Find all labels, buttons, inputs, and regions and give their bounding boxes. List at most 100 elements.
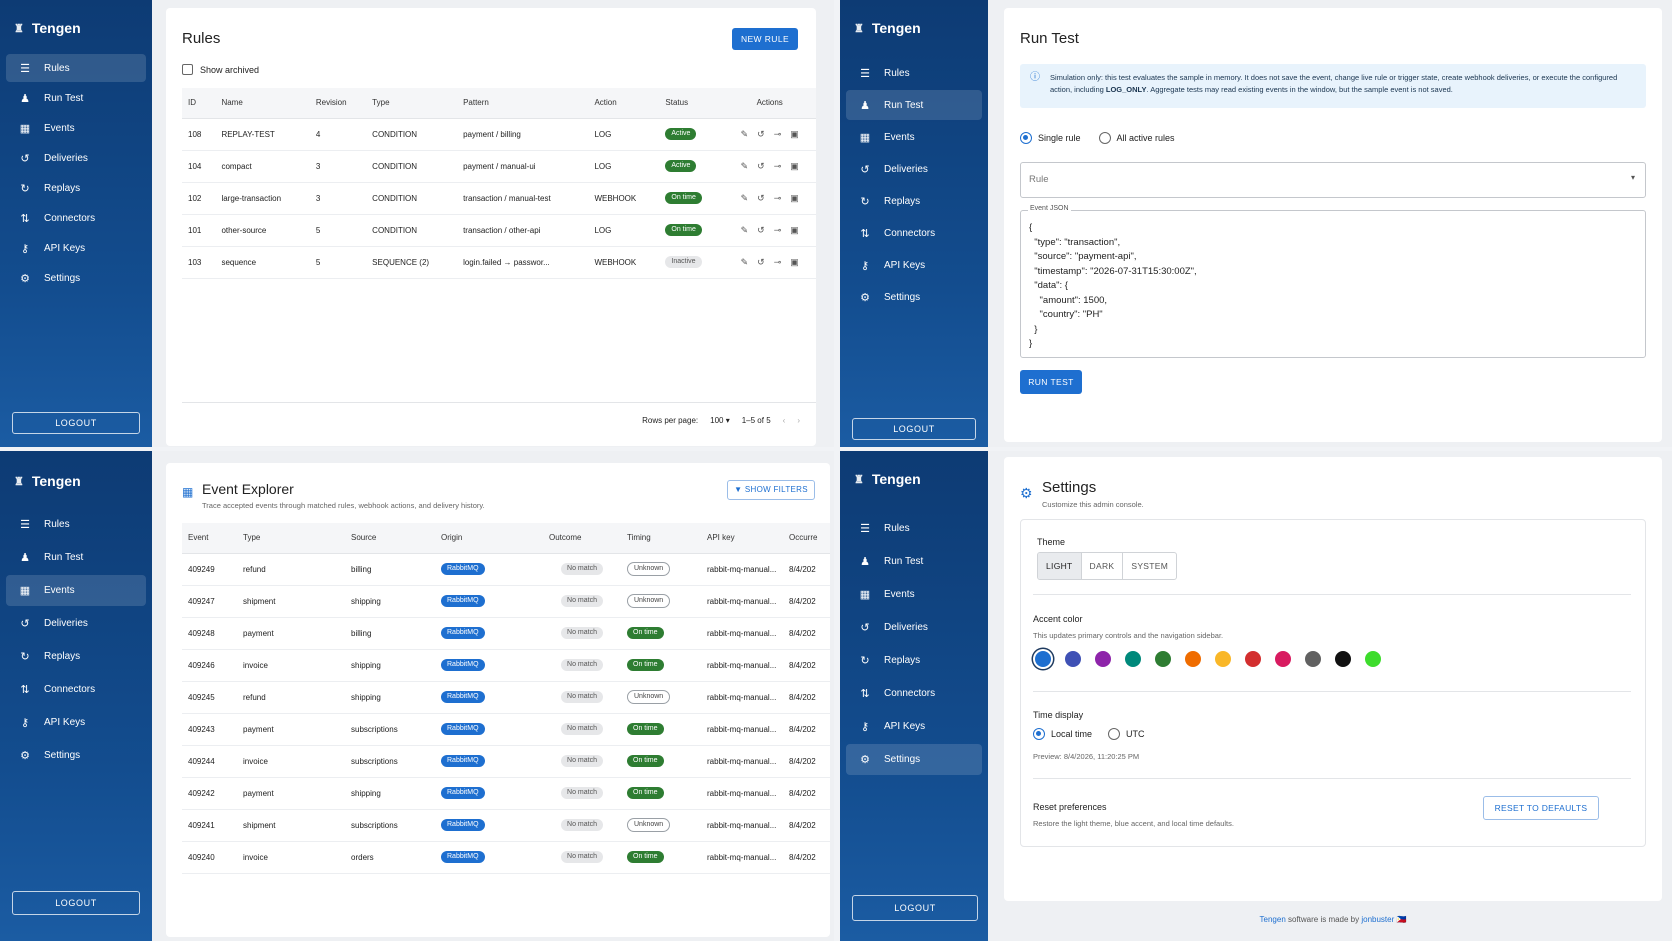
single-rule-radio[interactable] <box>1020 132 1032 144</box>
sidebar-item-deliveries[interactable]: ↺ Deliveries <box>6 608 146 639</box>
toggle-icon[interactable]: ⊸ <box>773 160 782 171</box>
sidebar-item-rules[interactable]: ☰ Rules <box>846 513 982 544</box>
show-archived-toggle[interactable]: Show archived <box>182 64 259 75</box>
sidebar-item-deliveries[interactable]: ↺ Deliveries <box>846 154 982 184</box>
table-row[interactable]: 409240 invoice orders RabbitMQ No match On ti… <box>182 841 830 874</box>
sidebar-item-events[interactable]: ▦ Events <box>859 131 915 144</box>
sidebar-item-run-test[interactable]: ♟ Run Test <box>846 546 982 577</box>
accent-swatch[interactable] <box>1185 650 1201 667</box>
edit-icon[interactable]: ✎ <box>740 128 749 139</box>
history-icon[interactable]: ↺ <box>757 192 765 203</box>
edit-icon[interactable]: ✎ <box>740 256 749 267</box>
brand[interactable]: ♜ Tengen <box>854 471 921 487</box>
table-row[interactable]: 108 REPLAY-TEST 4 CONDITION payment / billin… <box>182 118 816 151</box>
sidebar-item-deliveries[interactable]: ↺ Deliveries <box>6 144 146 172</box>
brand[interactable]: ♜ Tengen <box>14 473 81 489</box>
brand[interactable]: ♜ Tengen <box>14 20 81 36</box>
sidebar-item-replays[interactable]: ↻ Replays <box>846 186 982 216</box>
history-icon[interactable]: ↺ <box>757 224 765 235</box>
accent-swatch[interactable] <box>1365 650 1381 667</box>
sidebar-item-events[interactable]: ▦ Events <box>6 575 146 606</box>
sidebar-item-api-keys[interactable]: ⚷ API Keys <box>846 250 982 280</box>
table-row[interactable]: 409243 payment subscriptions RabbitMQ No mat… <box>182 713 830 746</box>
table-row[interactable]: 102 large-transaction 3 CONDITION transactio… <box>182 182 816 215</box>
toggle-icon[interactable]: ⊸ <box>773 224 782 235</box>
toggle-icon[interactable]: ⊸ <box>773 256 782 267</box>
sidebar-item-run-test[interactable]: ♟ Run Test <box>846 90 982 120</box>
sidebar-item-run-test[interactable]: ♟ Run Test <box>6 84 146 112</box>
sidebar-item-connectors[interactable]: ⇅ Connectors <box>846 678 982 709</box>
brand[interactable]: ♜ Tengen <box>854 20 921 36</box>
table-row[interactable]: 409245 refund shipping RabbitMQ No match Unkn… <box>182 681 830 714</box>
sidebar-item-deliveries[interactable]: ↺ Deliveries <box>846 612 982 643</box>
theme-system-button[interactable]: SYSTEM <box>1122 553 1176 579</box>
sidebar-item-replays[interactable]: ↻ Replays <box>6 641 146 672</box>
archive-icon[interactable]: ▣ <box>790 160 799 171</box>
sidebar-item-rules[interactable]: ☰ Rules <box>6 54 146 82</box>
event-json-textarea[interactable]: { "type": "transaction", "source": "paym… <box>1029 222 1197 349</box>
sidebar-item-settings[interactable]: ⚙ Settings <box>846 282 982 312</box>
sidebar-item-settings[interactable]: ⚙ Settings <box>6 740 146 771</box>
archive-icon[interactable]: ▣ <box>790 128 799 139</box>
sidebar-item-connectors[interactable]: ⇅ Connectors <box>846 218 982 248</box>
sidebar-item-api-keys[interactable]: ⚷ API Keys <box>6 707 146 738</box>
logout-button[interactable]: LOGOUT <box>12 891 140 915</box>
sidebar-item-replays[interactable]: ↻ Replays <box>6 174 146 202</box>
logout-button[interactable]: LOGOUT <box>852 895 978 921</box>
local-time-radio[interactable] <box>1033 728 1045 740</box>
accent-swatch[interactable] <box>1245 650 1261 667</box>
sidebar-item-api-keys[interactable]: ⚷ API Keys <box>6 234 146 262</box>
logout-button[interactable]: LOGOUT <box>852 418 976 440</box>
event-json-field[interactable]: Event JSON { "type": "transaction", "sou… <box>1020 205 1646 358</box>
theme-dark-button[interactable]: DARK <box>1080 553 1123 579</box>
accent-swatch[interactable] <box>1215 650 1231 667</box>
accent-swatch[interactable] <box>1125 650 1141 667</box>
sidebar-item-events[interactable]: ▦ Events <box>19 122 75 135</box>
table-row[interactable]: 409241 shipment subscriptions RabbitMQ No ma… <box>182 809 830 842</box>
history-icon[interactable]: ↺ <box>757 160 765 171</box>
sidebar-item-api-keys[interactable]: ⚷ API Keys <box>846 711 982 742</box>
footer-tengen-link[interactable]: Tengen <box>1259 915 1286 924</box>
table-row[interactable]: 103 sequence 5 SEQUENCE (2) login.failed → p… <box>182 246 816 279</box>
all-active-rules-radio[interactable] <box>1098 132 1111 144</box>
accent-swatch[interactable] <box>1155 650 1171 667</box>
accent-swatch[interactable] <box>1275 650 1291 667</box>
reset-defaults-button[interactable]: RESET TO DEFAULTS <box>1483 796 1599 820</box>
footer-author-link[interactable]: jonbuster <box>1361 915 1395 924</box>
accent-swatch[interactable] <box>1335 650 1351 667</box>
sidebar-item-connectors[interactable]: ⇅ Connectors <box>6 204 146 232</box>
theme-light-button[interactable]: LIGHT <box>1038 553 1081 579</box>
sidebar-item-rules[interactable]: ☰ Rules <box>6 509 146 540</box>
sidebar-item-settings[interactable]: ⚙ Settings <box>6 264 146 292</box>
sidebar-item-connectors[interactable]: ⇅ Connectors <box>6 674 146 705</box>
show-filters-button[interactable]: ▼ SHOW FILTERS <box>727 480 815 500</box>
accent-swatch[interactable] <box>1035 650 1051 667</box>
utc-radio[interactable] <box>1108 728 1121 740</box>
table-row[interactable]: 409244 invoice subscriptions RabbitMQ No mat… <box>182 745 830 778</box>
accent-swatch[interactable] <box>1095 650 1111 667</box>
archive-icon[interactable]: ▣ <box>790 192 799 203</box>
table-row[interactable]: 409249 refund billing RabbitMQ No match Unkno… <box>182 553 830 586</box>
table-row[interactable]: 409242 payment shipping RabbitMQ No match On … <box>182 777 830 810</box>
rule-select[interactable]: Rule ▾ <box>1020 162 1646 198</box>
table-row[interactable]: 409246 invoice shipping RabbitMQ No match On … <box>182 649 830 682</box>
table-row[interactable]: 101 other-source 5 CONDITION transaction / o… <box>182 214 816 247</box>
sidebar-item-rules[interactable]: ☰ Rules <box>846 58 982 88</box>
sidebar-item-run-test[interactable]: ♟ Run Test <box>6 542 146 573</box>
toggle-icon[interactable]: ⊸ <box>773 128 782 139</box>
accent-swatch[interactable] <box>1065 650 1081 667</box>
history-icon[interactable]: ↺ <box>757 128 765 139</box>
sidebar-item-replays[interactable]: ↻ Replays <box>846 645 982 676</box>
show-archived-checkbox[interactable] <box>182 64 193 75</box>
prev-page-icon[interactable]: ‹ <box>782 416 786 425</box>
rows-per-page-select[interactable]: 100 ▾ <box>710 416 730 425</box>
logout-button[interactable]: LOGOUT <box>12 412 140 434</box>
archive-icon[interactable]: ▣ <box>790 256 799 267</box>
sidebar-item-events[interactable]: ▦ Events <box>859 589 915 601</box>
accent-swatch[interactable] <box>1305 650 1321 667</box>
edit-icon[interactable]: ✎ <box>740 192 749 203</box>
table-row[interactable]: 409248 payment billing RabbitMQ No match On t… <box>182 617 830 650</box>
sidebar-item-settings[interactable]: ⚙ Settings <box>846 744 982 775</box>
history-icon[interactable]: ↺ <box>757 256 765 267</box>
toggle-icon[interactable]: ⊸ <box>773 192 782 203</box>
